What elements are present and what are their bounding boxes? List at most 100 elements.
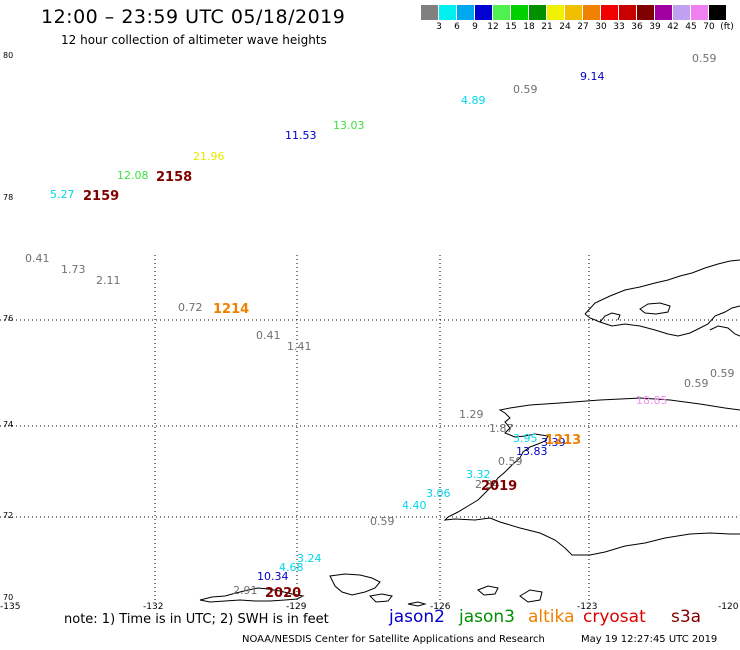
wave-height-value: 2.11 bbox=[96, 274, 121, 287]
legend-jason3: jason3 bbox=[459, 607, 515, 627]
color-scale-unit: (ft) bbox=[720, 22, 734, 32]
latitude-label: 72 bbox=[3, 511, 13, 520]
mainland-coastline bbox=[443, 397, 740, 556]
color-scale-swatch bbox=[421, 5, 438, 20]
wave-height-value: 0.59 bbox=[710, 367, 735, 380]
longitude-label: -129 bbox=[286, 602, 307, 612]
color-scale-swatch bbox=[511, 5, 528, 20]
latitude-label: 74 bbox=[3, 420, 13, 429]
color-scale-swatch bbox=[637, 5, 654, 20]
island-coastline bbox=[599, 312, 621, 323]
latitude-label: 76 bbox=[3, 314, 13, 323]
wave-height-value: 0.59 bbox=[513, 83, 538, 96]
color-scale-label: 36 bbox=[631, 22, 643, 32]
color-scale-label: 45 bbox=[685, 22, 697, 32]
wave-height-value: 0.41 bbox=[25, 252, 50, 265]
color-scale-swatch bbox=[583, 5, 600, 20]
color-scale-swatch bbox=[547, 5, 564, 20]
color-scale-label: 24 bbox=[559, 22, 571, 32]
wave-height-value: 11.53 bbox=[285, 129, 317, 142]
color-scale-label: 33 bbox=[613, 22, 625, 32]
island-coastline bbox=[368, 593, 393, 603]
island-coastline bbox=[519, 589, 543, 603]
wave-height-value: 18.85 bbox=[636, 394, 668, 407]
wave-height-value: 2.91 bbox=[233, 584, 258, 597]
pass-time-labels: 2158 2159 1214 1213 2019 2020 bbox=[83, 170, 581, 601]
color-scale-label: 39 bbox=[649, 22, 661, 32]
wave-height-value: 3.32 bbox=[466, 468, 491, 481]
footer-timestamp: May 19 12:27:45 UTC 2019 bbox=[581, 634, 718, 645]
color-scale-swatch bbox=[493, 5, 510, 20]
color-scale-swatch bbox=[565, 5, 582, 20]
pass-time-label: 1214 bbox=[213, 302, 249, 317]
pass-time-label: 2158 bbox=[156, 170, 192, 185]
wave-height-value: 4.89 bbox=[461, 94, 486, 107]
island-coastline bbox=[477, 585, 499, 596]
footer-credit: NOAA/NESDIS Center for Satellite Applica… bbox=[242, 634, 545, 645]
color-scale-swatch bbox=[619, 5, 636, 20]
wave-height-value: 0.59 bbox=[692, 52, 717, 65]
wave-height-value: 3.95 bbox=[513, 432, 538, 445]
island-coastline bbox=[584, 305, 740, 337]
color-scale-swatch bbox=[439, 5, 456, 20]
pass-time-label: 2019 bbox=[481, 479, 517, 494]
page-subtitle: 12 hour collection of altimeter wave hei… bbox=[61, 33, 327, 47]
color-scale-label: 42 bbox=[667, 22, 679, 32]
wave-height-value: 1.41 bbox=[287, 340, 312, 353]
color-scale-label: 27 bbox=[577, 22, 589, 32]
wave-height-value: 21.96 bbox=[193, 150, 225, 163]
lat-lon-grid: 80 78 76 74 72 70-135 -132 -129 -126 -123 -120 bbox=[0, 51, 740, 612]
pass-time-label: 2159 bbox=[83, 189, 119, 204]
longitude-label: -132 bbox=[143, 602, 163, 612]
wave-height-value: 9.14 bbox=[580, 70, 605, 83]
wave-height-value: 1.87 bbox=[489, 422, 514, 435]
legend-altika: altika bbox=[528, 607, 575, 627]
latitude-label: 78 bbox=[3, 193, 13, 202]
color-scale-label: 6 bbox=[454, 22, 460, 32]
color-scale-swatch bbox=[691, 5, 708, 20]
wave-height-value: 4.68 bbox=[279, 561, 304, 574]
island-coastline bbox=[584, 259, 740, 315]
color-scale-label: 3 bbox=[436, 22, 442, 32]
wave-height-value: 0.72 bbox=[178, 301, 203, 314]
color-scale-label: 70 bbox=[703, 22, 715, 32]
wave-height-value: 0.41 bbox=[256, 329, 281, 342]
wave-height-value: 3.39 bbox=[541, 436, 566, 449]
pass-time-label: 1213 bbox=[545, 433, 581, 448]
wave-height-value: 13.03 bbox=[333, 119, 365, 132]
island-coastline bbox=[199, 587, 305, 603]
longitude-label: -120 bbox=[718, 602, 739, 612]
longitude-label: -135 bbox=[0, 602, 20, 612]
pass-time-label: 2020 bbox=[265, 586, 301, 601]
island-coastline bbox=[709, 325, 740, 337]
color-scale-label: 30 bbox=[595, 22, 607, 32]
wave-height-value: 1.29 bbox=[459, 408, 484, 421]
wave-height-value: 2.34 bbox=[475, 478, 500, 491]
color-scale-swatch bbox=[529, 5, 546, 20]
wave-height-value: 3.06 bbox=[426, 487, 451, 500]
legend-jason2: jason2 bbox=[389, 607, 445, 627]
latitude-label: 70 bbox=[3, 593, 13, 602]
island-coastline bbox=[407, 601, 427, 607]
color-scale-swatch bbox=[709, 5, 726, 20]
color-scale-swatch bbox=[655, 5, 672, 20]
observation-labels: 0.59 9.14 0.59 4.89 13.03 11.53 21.96 12.08 5.27… bbox=[25, 52, 735, 597]
color-scale-swatch bbox=[475, 5, 492, 20]
wave-height-value: 5.27 bbox=[50, 188, 75, 201]
color-scale-swatch bbox=[673, 5, 690, 20]
wave-height-value: 0.59 bbox=[684, 377, 709, 390]
wave-height-value: 13.83 bbox=[516, 445, 548, 458]
note-text: note: 1) Time is in UTC; 2) SWH is in fe… bbox=[64, 612, 329, 627]
page-title: 12:00 – 23:59 UTC 05/18/2019 bbox=[41, 6, 346, 28]
longitude-label: -123 bbox=[577, 602, 597, 612]
wave-height-value: 3.24 bbox=[297, 552, 322, 565]
island-coastline bbox=[329, 573, 381, 596]
legend-cryosat: cryosat bbox=[583, 607, 646, 627]
color-scale-label: 9 bbox=[472, 22, 478, 32]
wave-height-value: 10.34 bbox=[257, 570, 289, 583]
color-scale-label: 12 bbox=[487, 22, 499, 32]
longitude-label: -126 bbox=[430, 602, 451, 612]
wave-height-value: 4.40 bbox=[402, 499, 427, 512]
